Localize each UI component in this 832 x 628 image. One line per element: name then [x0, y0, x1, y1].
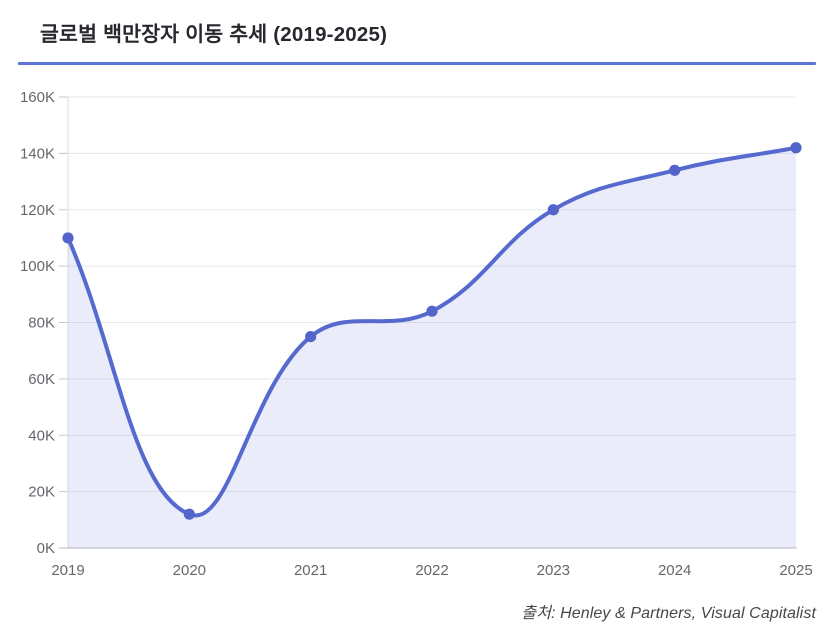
y-tick-label: 80K	[28, 315, 55, 332]
y-tick-label: 40K	[28, 427, 55, 444]
axis-lines	[59, 97, 797, 549]
x-tick-label: 2024	[658, 562, 691, 579]
data-point-marker[interactable]	[669, 164, 681, 176]
y-tick-label: 140K	[20, 145, 55, 162]
x-tick-label: 2022	[415, 562, 448, 579]
y-axis-labels: 0K 20K 40K 60K 80K 100K 120K 140K 160K	[20, 89, 55, 557]
data-point-marker[interactable]	[790, 142, 802, 154]
y-gridlines	[59, 96, 796, 549]
x-tick-label: 2023	[537, 562, 570, 579]
data-point-marker[interactable]	[183, 508, 195, 520]
data-point-marker[interactable]	[547, 204, 559, 216]
data-point-marker[interactable]	[305, 330, 317, 343]
data-point-marker[interactable]	[426, 305, 438, 317]
y-tick-label: 0K	[37, 540, 55, 557]
title-underline	[18, 62, 816, 65]
x-tick-label: 2020	[173, 562, 206, 579]
x-axis-labels: 2019 2020 2021 2022 2023 2024 2025	[51, 562, 812, 579]
trend-line	[66, 145, 798, 518]
x-tick-label: 2019	[51, 562, 84, 579]
y-tick-label: 20K	[28, 484, 55, 501]
data-point-marker[interactable]	[62, 232, 74, 244]
page-title: 글로벌 백만장자 이동 추세 (2019-2025)	[40, 23, 388, 46]
y-tick-label: 100K	[20, 258, 55, 275]
x-tick-label: 2021	[294, 562, 327, 579]
area-fill	[68, 147, 796, 549]
source-caption: 출처: Henley & Partners, Visual Capitalist	[521, 605, 816, 622]
y-tick-label: 160K	[20, 89, 55, 106]
y-tick-label: 120K	[20, 202, 55, 219]
x-tick-label: 2025	[779, 562, 812, 579]
data-points	[62, 142, 802, 520]
y-tick-label: 60K	[28, 371, 55, 388]
